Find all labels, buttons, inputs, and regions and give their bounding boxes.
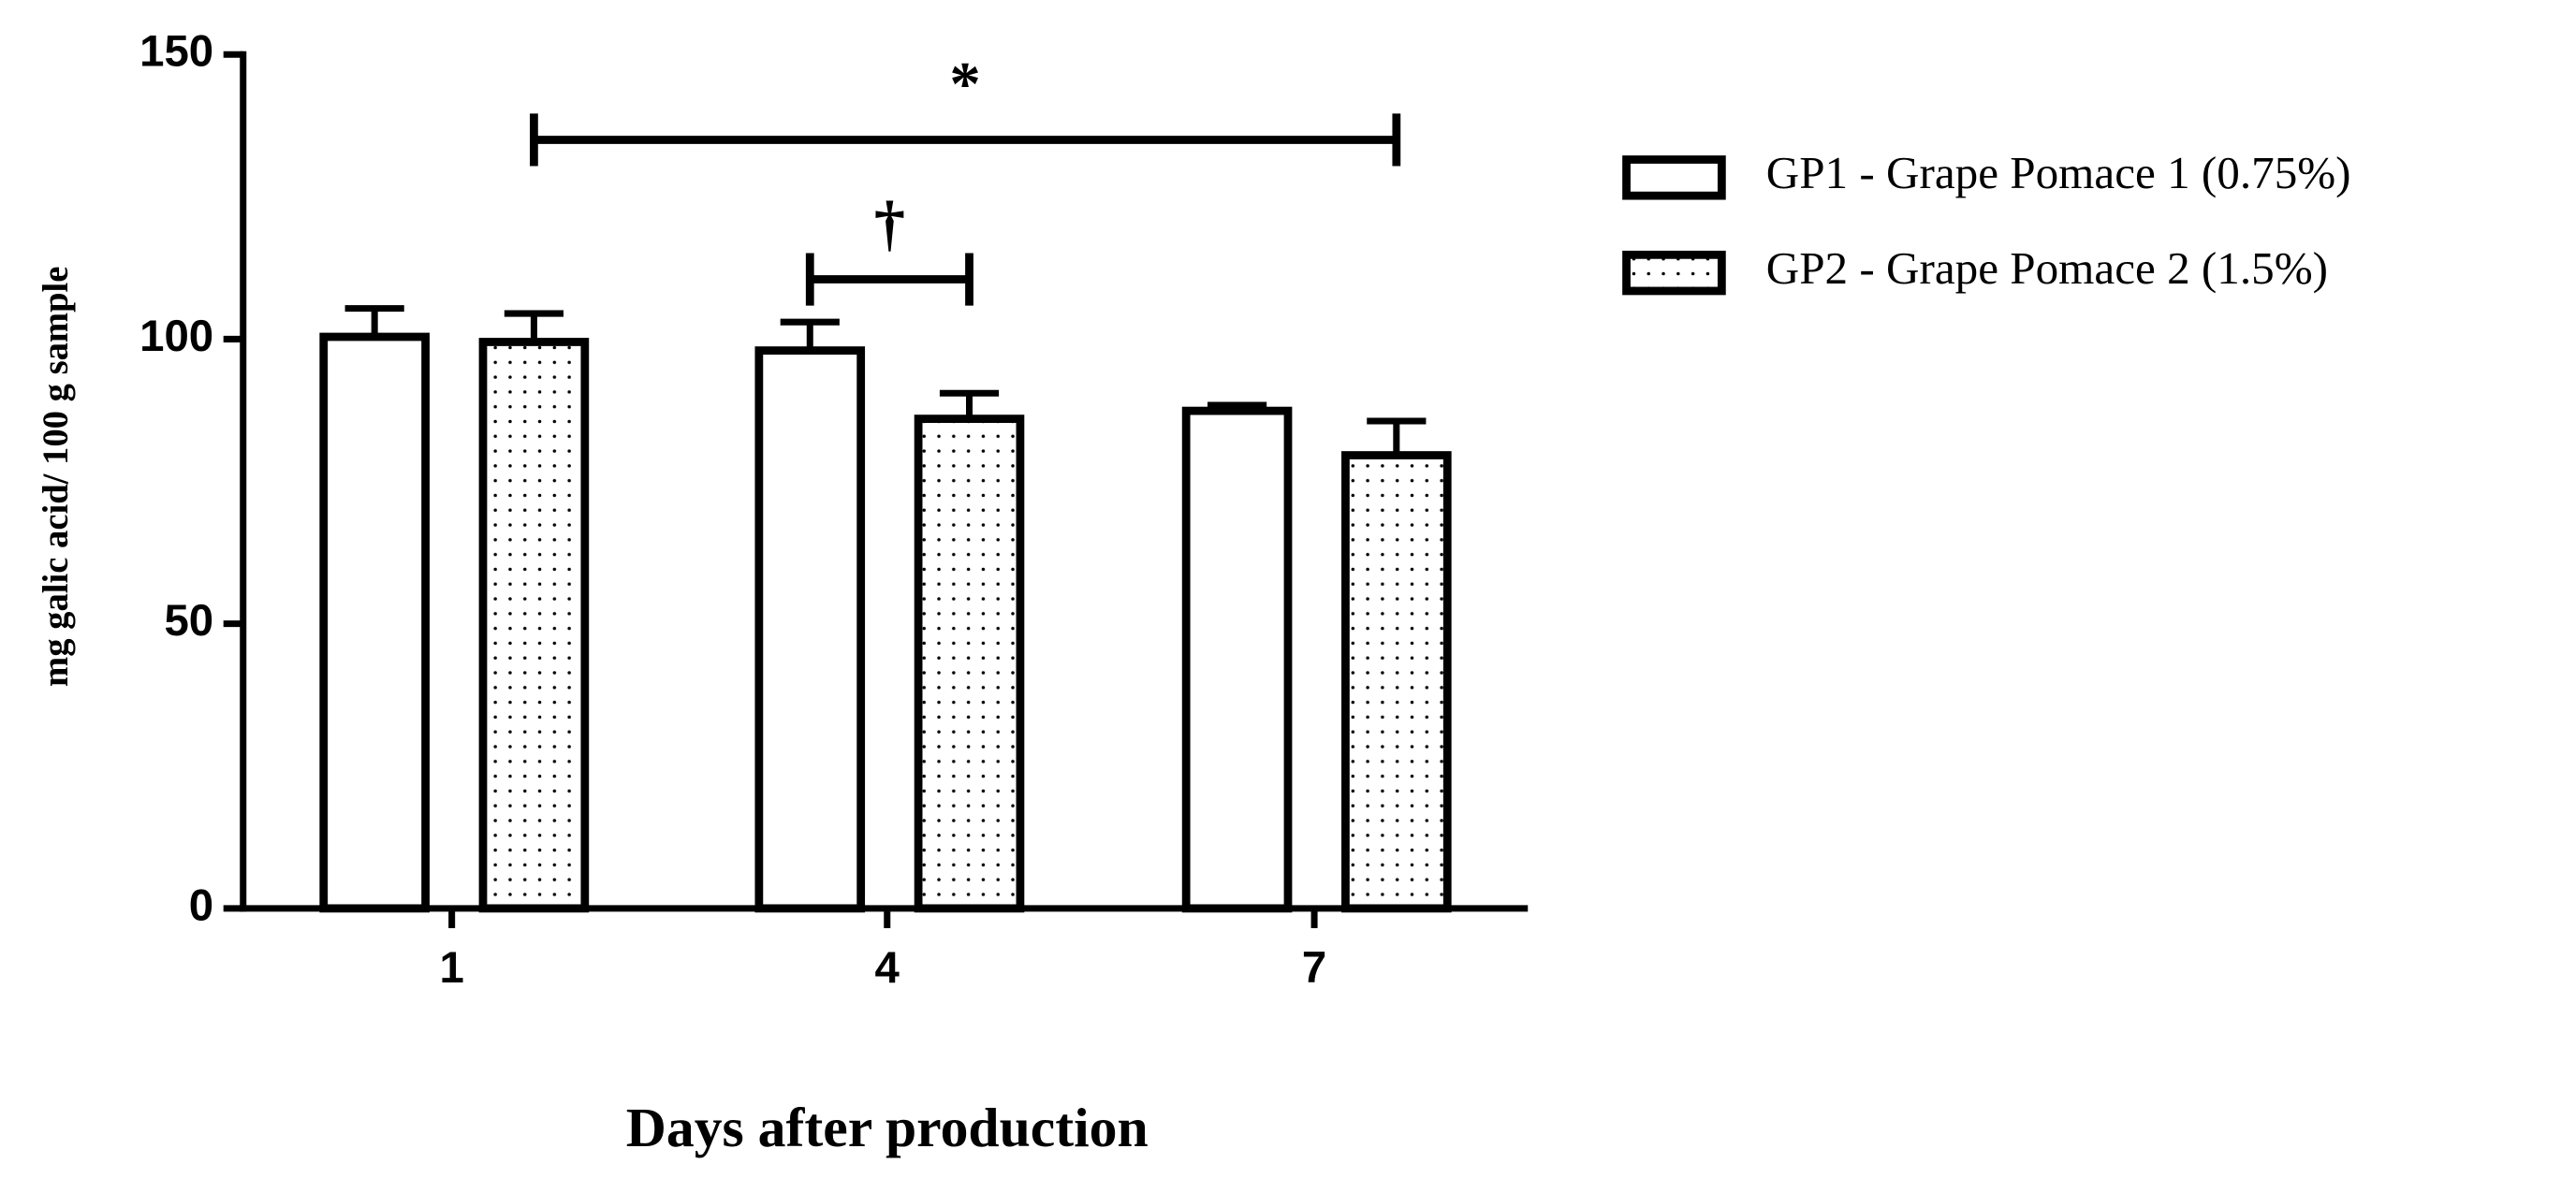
bar	[319, 332, 430, 913]
x-tick-label: 7	[1302, 943, 1326, 993]
legend-swatch	[1622, 155, 1726, 200]
annotation: *	[949, 51, 980, 119]
bar	[914, 414, 1025, 913]
y-axis-title: mg galic acid/ 100 g sample	[37, 267, 76, 687]
y-tick-label: 0	[189, 880, 213, 930]
bar	[478, 338, 590, 913]
x-tick-label: 1	[439, 943, 463, 993]
x-tick-label: 4	[875, 943, 900, 993]
bar	[754, 346, 866, 913]
legend-swatch	[1622, 250, 1726, 296]
bar	[1341, 451, 1452, 913]
legend-label: GP1 - Grape Pomace 1 (0.75%)	[1766, 147, 2351, 198]
annotation: †	[874, 190, 905, 258]
y-tick-label: 100	[139, 312, 213, 361]
x-axis-title: Days after production	[626, 1097, 1149, 1158]
legend-label: GP2 - Grape Pomace 2 (1.5%)	[1766, 242, 2328, 294]
bar	[1181, 406, 1293, 913]
y-tick-label: 150	[139, 27, 213, 77]
y-tick-label: 50	[164, 596, 213, 646]
